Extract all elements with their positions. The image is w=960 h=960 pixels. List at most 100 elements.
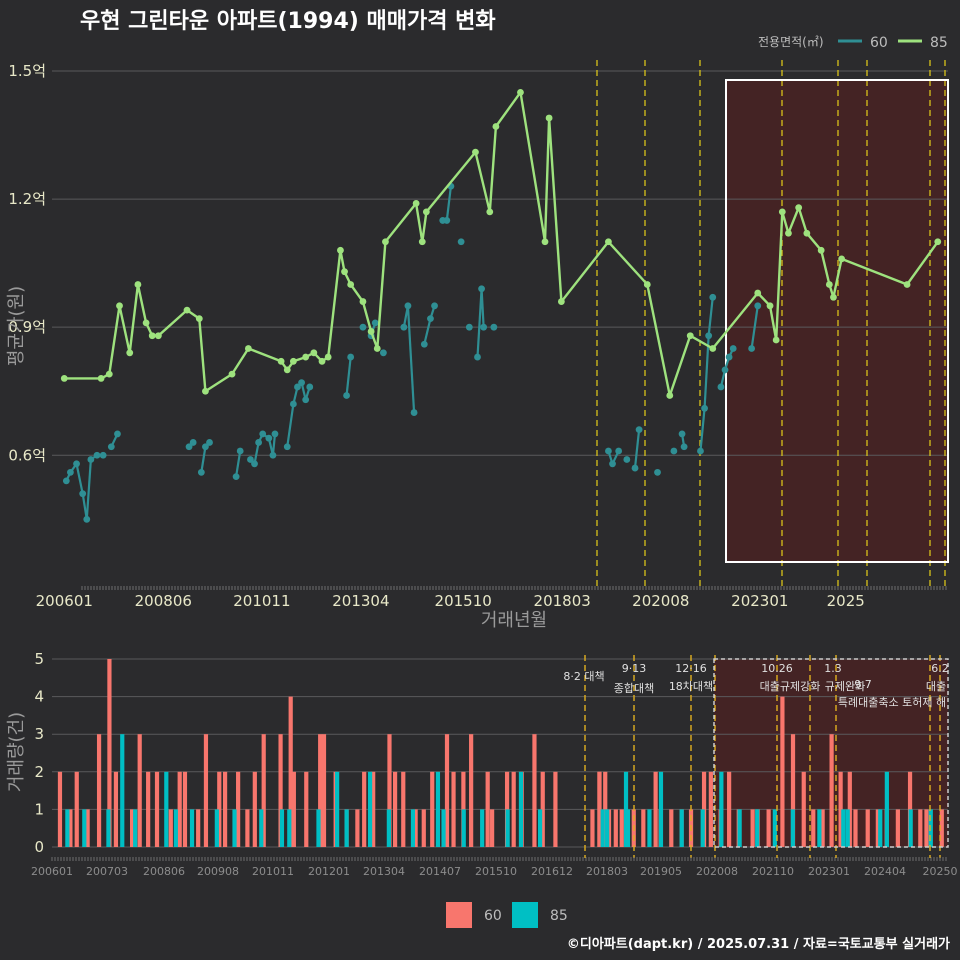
- legend-label-60: 60: [870, 35, 888, 51]
- x-tick-label: 201803: [534, 592, 591, 610]
- series-85-point: [244, 345, 252, 352]
- policy-annotation: 9·13: [622, 662, 647, 675]
- volume-bar-60: [392, 771, 398, 847]
- volume-bar-60: [750, 809, 755, 847]
- series-85-point: [60, 375, 68, 382]
- x-tick-label: 201510: [435, 592, 492, 610]
- series-60-point: [236, 447, 244, 455]
- volume-bar-60: [291, 771, 296, 847]
- volume-bar-60: [217, 771, 222, 847]
- highlight-box: [725, 79, 949, 563]
- volume-x-tick-label: 202301: [808, 865, 850, 878]
- volume-bar-85: [232, 809, 237, 847]
- series-85-point: [472, 148, 479, 156]
- series-85-point: [289, 357, 297, 365]
- volume-bar-60: [74, 771, 79, 847]
- volume-bar-85: [480, 809, 485, 847]
- series-60-point: [457, 238, 465, 246]
- volume-bar-85: [410, 809, 416, 847]
- volume-bar-60: [485, 771, 490, 847]
- volume-bar-60: [451, 771, 456, 847]
- volume-bar-60: [278, 734, 283, 847]
- volume-x-tick-label: 200908: [197, 865, 239, 878]
- series-60-point: [247, 456, 254, 463]
- series-60-segment: [750, 305, 759, 349]
- x-tick-label: 2025: [827, 592, 865, 610]
- volume-x-tick-label: 201407: [419, 865, 461, 878]
- series-85-point: [492, 123, 500, 130]
- series-85-point: [202, 387, 209, 395]
- series-60-point: [705, 332, 713, 340]
- series-60-segment: [406, 305, 416, 413]
- volume-bar-60: [130, 809, 135, 847]
- series-85-point: [347, 281, 355, 288]
- volume-bar-85: [908, 809, 913, 847]
- series-85-point: [772, 336, 780, 344]
- bottom-legend-label-60: 60: [484, 908, 502, 924]
- series-60-point: [697, 447, 704, 455]
- volume-bar-60: [895, 809, 900, 847]
- series-85-point: [541, 238, 549, 246]
- volume-y-tick-label: 2: [34, 763, 44, 781]
- volume-bar-60: [613, 809, 618, 847]
- series-60-segment: [345, 356, 352, 396]
- policy-annotation: 대출규제강화: [760, 680, 821, 693]
- y-axis-title: 평균가(원): [6, 286, 27, 366]
- volume-bar-60: [918, 809, 923, 847]
- volume-x-tick-label: 201201: [308, 865, 350, 878]
- series-85-point: [766, 302, 774, 310]
- volume-bar-60: [875, 809, 880, 847]
- volume-bar-60: [853, 809, 858, 847]
- volume-bar-60: [847, 771, 852, 847]
- x-tick-label: 202301: [731, 592, 788, 610]
- series-60-point: [232, 473, 240, 481]
- volume-bar-60: [355, 809, 360, 847]
- series-60-point: [635, 426, 643, 434]
- volume-bar-85: [133, 809, 138, 847]
- series-85-point: [709, 345, 717, 352]
- series-85-point: [817, 246, 825, 254]
- volume-bar-85: [928, 809, 933, 847]
- series-85-point: [277, 357, 285, 365]
- volume-x-tick-label: 20250: [923, 865, 958, 878]
- series-60-point: [615, 447, 623, 455]
- series-85-point: [838, 255, 846, 263]
- volume-y-tick-label: 5: [34, 650, 44, 668]
- series-60-point: [306, 383, 314, 391]
- series-60-point: [478, 285, 485, 293]
- volume-bar-60: [553, 771, 558, 847]
- volume-y-tick-label: 1: [34, 800, 44, 818]
- series-85-point: [382, 238, 389, 246]
- series-60-segment: [480, 288, 485, 328]
- series-85-point: [795, 204, 803, 212]
- x-tick-label: 202008: [632, 592, 689, 610]
- policy-annotation: 12·16: [675, 662, 707, 675]
- volume-bar-85: [287, 809, 292, 847]
- series-85-point: [228, 370, 236, 378]
- series-60-point: [283, 443, 291, 451]
- series-60-segment: [75, 463, 84, 494]
- volume-bar-60: [177, 771, 182, 847]
- volume-bar-60: [107, 659, 112, 847]
- series-60-point: [678, 430, 686, 438]
- bottom-legend-swatch-85: [512, 902, 538, 928]
- x-tick-label: 200806: [135, 592, 192, 610]
- policy-annotation: 종합대책: [614, 682, 654, 695]
- series-60-point: [420, 340, 428, 348]
- series-60-point: [754, 302, 762, 310]
- series-85-point: [643, 281, 651, 288]
- series-85-point: [418, 238, 426, 246]
- series-60-point: [490, 323, 498, 331]
- volume-bar-60: [641, 809, 646, 847]
- volume-bar-60: [146, 771, 151, 847]
- volume-bar-60: [430, 771, 435, 847]
- series-60-segment: [445, 186, 452, 221]
- series-60-point: [294, 383, 301, 391]
- series-85-point: [754, 289, 762, 297]
- series-60-segment: [476, 288, 483, 358]
- volume-bar-60: [811, 809, 816, 847]
- series-85-point: [148, 332, 156, 340]
- series-85-point: [310, 349, 318, 357]
- series-60-segment: [423, 318, 432, 345]
